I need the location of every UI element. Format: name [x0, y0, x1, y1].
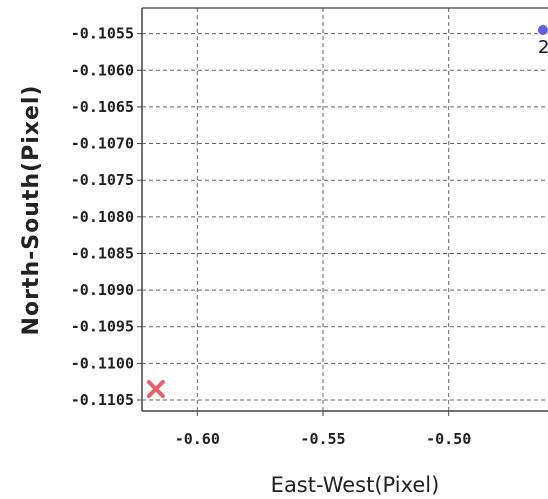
x-tick-label: -0.55: [300, 430, 345, 448]
x-tick-label: -0.50: [426, 430, 471, 448]
x-marker-stroke: [146, 380, 165, 399]
y-axis-title: North-South(Pixel): [19, 85, 44, 336]
y-tick-label: -0.1100: [71, 354, 134, 372]
data-point-circle: [537, 24, 548, 35]
y-axis-ticks: -0.1055 -0.1060 -0.1065 -0.1070 -0.1075 -0.10…: [71, 25, 142, 409]
x-axis-ticks: -0.60 -0.55 -0.50: [175, 411, 471, 448]
y-tick-label: -0.1075: [71, 171, 134, 189]
y-tick-label: -0.1055: [71, 25, 134, 43]
plot-frame: [141, 7, 548, 412]
data-points: 2: [146, 24, 548, 399]
point-label: 2: [538, 37, 548, 58]
y-tick-label: -0.1095: [71, 318, 134, 336]
y-tick-label: -0.1080: [71, 208, 134, 226]
y-tick-label: -0.1090: [71, 281, 134, 299]
grid: [142, 8, 548, 411]
x-axis-title: East-West(Pixel): [271, 473, 440, 497]
y-tick-label: -0.1085: [71, 244, 134, 262]
data-point-x: [146, 380, 165, 399]
y-tick-label: -0.1060: [71, 61, 134, 79]
x-tick-label: -0.60: [175, 430, 220, 448]
y-tick-label: -0.1105: [71, 391, 134, 409]
y-tick-label: -0.1070: [71, 135, 134, 153]
y-tick-label: -0.1065: [71, 98, 134, 116]
